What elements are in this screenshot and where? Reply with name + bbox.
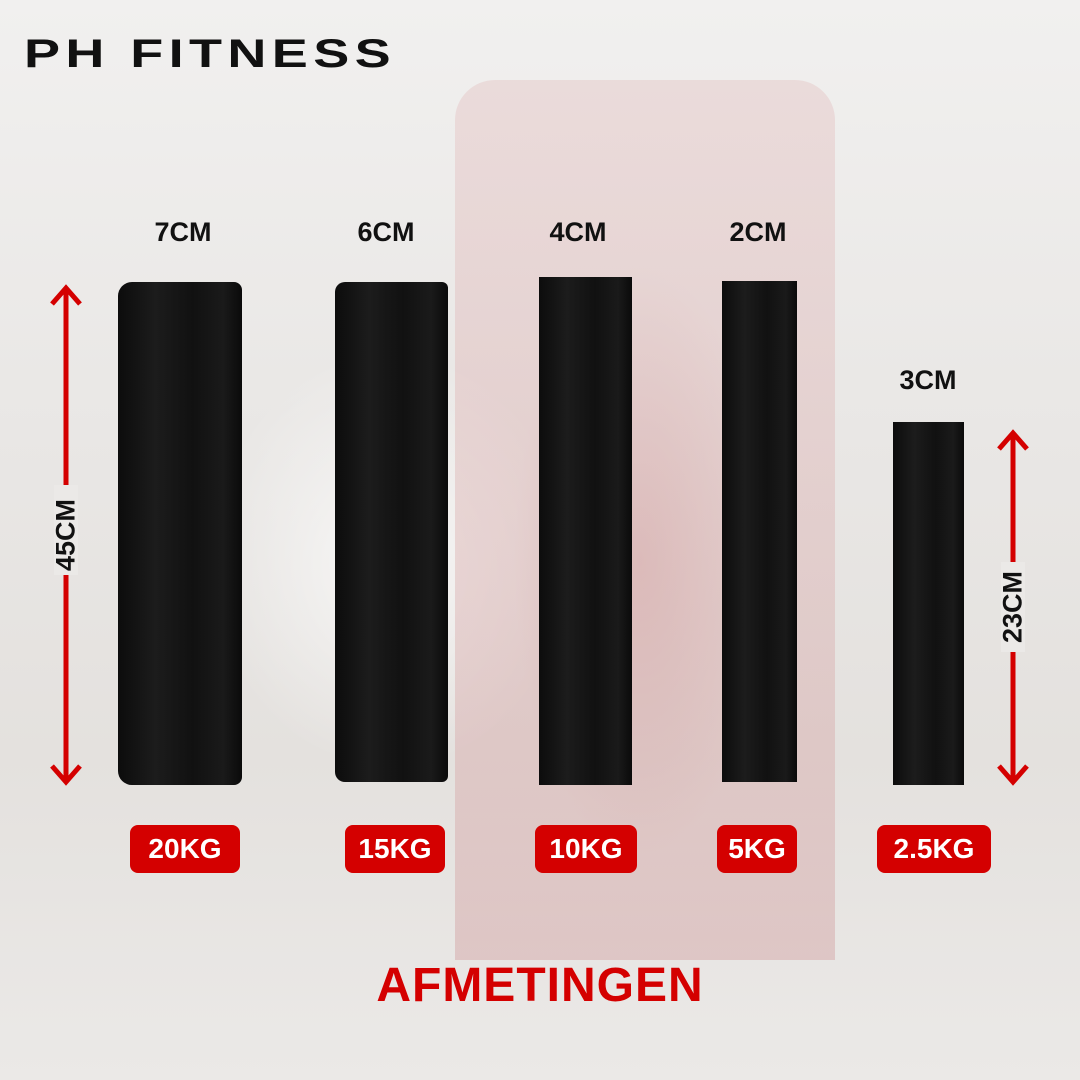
- plate-2-5kg: [893, 422, 964, 785]
- thickness-label: 2CM: [729, 217, 787, 247]
- diameter-label-large: 45CM: [50, 498, 81, 572]
- thickness-label: 4CM: [549, 217, 607, 247]
- page-title: AFMETINGEN: [376, 959, 704, 1012]
- thickness-label: 7CM: [154, 217, 212, 247]
- weight-badge: 15KG: [345, 825, 445, 873]
- brand-logo: PH FITNESS: [24, 32, 397, 76]
- plate-20kg: [118, 282, 242, 785]
- plate-5kg: [722, 281, 797, 782]
- diameter-label-small: 23CM: [997, 570, 1028, 644]
- weight-badge: 10KG: [535, 825, 637, 873]
- diameter-arrow-small: [997, 429, 1029, 786]
- thickness-label: 6CM: [357, 217, 415, 247]
- weight-badge: 2.5KG: [877, 825, 991, 873]
- diameter-arrow-large: [50, 284, 82, 786]
- plate-10kg: [539, 277, 632, 785]
- thickness-label: 3CM: [899, 365, 957, 395]
- plate-15kg: [335, 282, 448, 782]
- weight-badge: 20KG: [130, 825, 240, 873]
- weight-badge: 5KG: [717, 825, 797, 873]
